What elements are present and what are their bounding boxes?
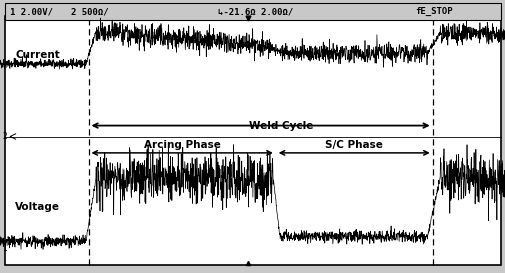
Text: ↳-21.6Ω 2.00Ω/: ↳-21.6Ω 2.00Ω/ [217, 7, 292, 16]
Text: fE_STOP: fE_STOP [414, 7, 451, 16]
Text: 1 2.00V/: 1 2.00V/ [10, 7, 53, 16]
Text: 2 500Ω/: 2 500Ω/ [71, 7, 108, 16]
Text: Current: Current [15, 50, 60, 60]
Bar [5, 3, 500, 20]
Text: Weld Cycle: Weld Cycle [248, 121, 313, 130]
Text: Voltage: Voltage [15, 203, 60, 212]
Text: S/C Phase: S/C Phase [325, 140, 382, 150]
Text: 1: 1 [3, 244, 7, 253]
Text: 2: 2 [3, 132, 7, 141]
Text: Arcing Phase: Arcing Phase [143, 140, 220, 150]
